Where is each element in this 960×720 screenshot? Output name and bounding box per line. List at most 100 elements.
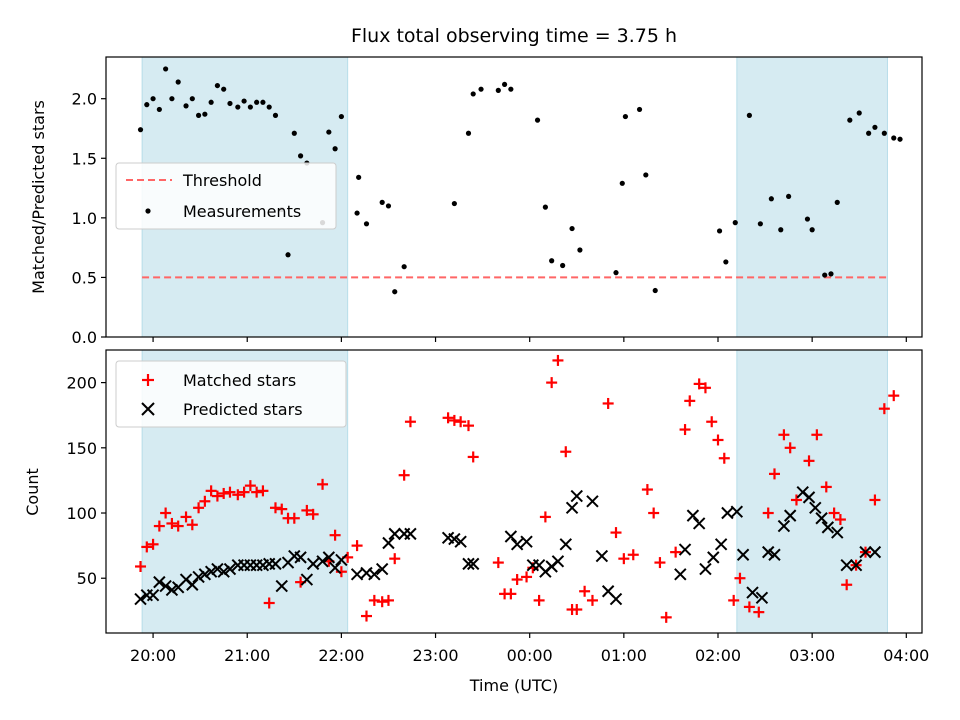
matched-star-point	[670, 546, 682, 558]
measurement-point	[156, 106, 162, 113]
measurement-point	[379, 199, 385, 205]
predicted-star-point	[595, 549, 609, 563]
bottom-y-tick-label: 100	[66, 504, 97, 523]
predicted-x-b	[368, 568, 381, 581]
top-y-tick-label: 1.5	[72, 149, 97, 168]
measurement-point	[297, 153, 304, 159]
measurement-point	[549, 258, 555, 264]
matched-star-point	[546, 377, 558, 389]
predicted-star-point	[134, 592, 147, 606]
chart-title: Flux total observing time = 3.75 h	[351, 25, 677, 47]
matched-star-point	[693, 378, 705, 390]
legend-predicted-swatch	[141, 402, 155, 416]
measurement-point	[619, 180, 625, 186]
matched-star-point	[533, 594, 545, 606]
predicted-star-point	[768, 548, 781, 561]
measurement-point	[150, 96, 156, 102]
matched-star-point	[382, 594, 394, 606]
matched-star-point	[467, 451, 479, 463]
measurement-point	[332, 146, 338, 152]
predicted-star-point	[306, 557, 320, 571]
predicted-x-b	[551, 555, 565, 568]
matched-star-point	[803, 455, 815, 467]
predicted-x-b	[382, 536, 395, 550]
matched-star-point	[869, 494, 881, 506]
measurement-point	[622, 113, 629, 120]
predicted-star-point	[510, 538, 524, 551]
matched-star-point	[462, 420, 474, 432]
predicted-star-point	[551, 555, 565, 568]
predicted-star-point	[223, 562, 237, 576]
legend-matched-label: Matched stars	[183, 371, 296, 390]
shaded-region-2	[736, 349, 888, 634]
predicted-x-b	[192, 570, 205, 584]
matched-star-point	[153, 520, 165, 532]
predicted-star-point	[404, 527, 417, 541]
predicted-star-point	[609, 592, 623, 606]
predicted-star-point	[368, 568, 381, 581]
predicted-x-b	[510, 538, 524, 551]
predicted-x-b	[721, 506, 734, 520]
predicted-x-b	[146, 588, 160, 602]
measurement-point	[285, 252, 291, 258]
predicted-x-b	[678, 543, 692, 556]
predicted-x-b	[441, 531, 455, 545]
matched-star-point	[288, 512, 300, 524]
matched-star-point	[641, 484, 653, 496]
matched-star-point	[141, 541, 153, 553]
x-tick-label: 01:00	[601, 646, 647, 665]
predicted-x-b	[328, 561, 342, 574]
predicted-star-point	[868, 545, 882, 559]
predicted-star-point	[777, 519, 791, 533]
predicted-star-point	[686, 509, 700, 522]
measurement-point	[508, 86, 514, 92]
matched-star-point	[602, 397, 614, 409]
measurement-point	[834, 199, 840, 205]
matched-star-point	[878, 403, 890, 415]
matched-star-point	[521, 571, 533, 583]
matched-star-point	[160, 507, 172, 519]
measurement-point	[175, 79, 181, 85]
bottom-x-ticks: 20:00 21:00 22:00 23:00 00:00 01:00 02:00 03:00…	[130, 633, 929, 665]
matched-star-point	[728, 594, 740, 606]
matched-star-point	[329, 529, 341, 541]
measurement-point	[786, 193, 792, 200]
measurement-point	[577, 247, 583, 253]
matched-star-point	[147, 538, 159, 550]
predicted-x-b	[777, 519, 791, 533]
measurement-point	[254, 99, 260, 105]
measurement-point	[746, 112, 752, 118]
predicted-star-point	[559, 538, 572, 551]
predicted-x-b	[322, 551, 336, 564]
bottom-y-ticks: 50 100 150 200	[66, 374, 106, 588]
predicted-x-b	[674, 568, 687, 581]
matched-star-point	[180, 511, 192, 523]
matched-star-point	[398, 469, 410, 481]
predicted-star-point	[707, 551, 720, 564]
measurement-point	[241, 98, 247, 104]
matched-star-point	[186, 519, 198, 531]
bottom-y-tick-label: 50	[77, 569, 97, 588]
predicted-star-point	[674, 568, 687, 581]
matched-star-point	[790, 494, 802, 506]
legend-measurements-label: Measurements	[183, 202, 301, 221]
measurement-point	[208, 99, 214, 105]
predicted-star-point	[783, 509, 797, 522]
measurement-point	[652, 287, 658, 294]
predicted-star-point	[322, 551, 336, 564]
measurement-point	[470, 91, 476, 97]
matched-star-point	[571, 604, 583, 616]
predicted-x-b	[294, 551, 307, 564]
matched-star-point	[376, 596, 388, 608]
measurement-point	[137, 127, 144, 133]
predicted-x-b	[783, 509, 797, 522]
predicted-star-point	[809, 501, 822, 515]
measurement-point	[847, 117, 853, 123]
predicted-star-point	[821, 521, 835, 534]
matched-star-point	[211, 490, 223, 502]
predicted-star-point	[831, 526, 844, 539]
measurement-point	[183, 103, 189, 109]
matched-star-point	[712, 434, 724, 446]
matched-star-point	[301, 504, 313, 516]
predicted-star-point	[375, 562, 389, 576]
